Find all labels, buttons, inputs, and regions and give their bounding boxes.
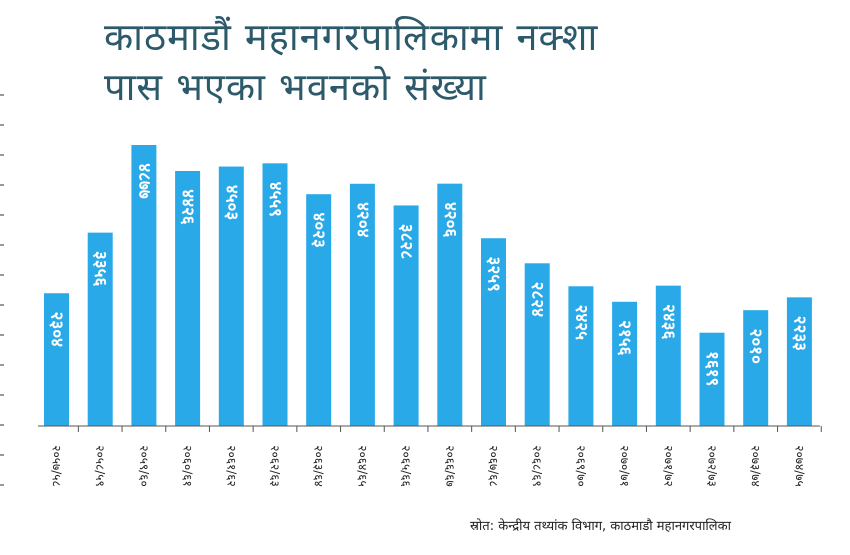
chart-title-line-2: पास भएका भवनको संख्या xyxy=(104,65,487,109)
x-tick-label-17: २०७३/७४ xyxy=(749,445,763,486)
x-tick-label-15: २०७१/७२ xyxy=(661,445,675,486)
bar-value-label-2: ३३५६ xyxy=(90,251,110,287)
bar-8 xyxy=(349,183,375,426)
chart-title: काठमाडौं महानगरपालिकामा नक्शा पास भएका भ… xyxy=(104,12,824,112)
bar-17 xyxy=(743,310,769,426)
x-tick-label-16: २०७२/७३ xyxy=(705,445,719,486)
bar-value-label-16: १६१९ xyxy=(702,351,722,386)
bar-value-label-14: २१५६ xyxy=(615,320,635,356)
bar-3 xyxy=(131,145,157,426)
x-tick-label-8: २०६४/६५ xyxy=(355,445,369,486)
chart-title-line-1: काठमाडौं महानगरपालिकामा नक्शा xyxy=(104,15,599,59)
bar-11 xyxy=(481,238,506,426)
source-note: स्रोत: केन्द्रीय तथ्यांक विभाग, काठमाडौ … xyxy=(470,519,731,534)
bars-group: २३०४ ३३५६ ४८७७ ४४२६ ४५०३ ४५५९ ४०२३ ४२०४ ३८२८ ४२०६… xyxy=(44,145,812,427)
x-tick-label-14: २०७०/७१ xyxy=(618,445,632,486)
x-tick-label-12: २०६८/६९ xyxy=(530,445,544,486)
bar-12 xyxy=(524,263,550,426)
x-tick-label-1: २०५७/५८ xyxy=(50,445,64,486)
bar-6 xyxy=(262,163,288,426)
bar-value-label-13: २४२५ xyxy=(571,305,591,341)
bar-value-label-5: ४५०३ xyxy=(221,185,241,220)
bar-value-label-7: ४०२३ xyxy=(309,213,329,248)
bar-value-label-8: ४२०४ xyxy=(352,202,372,238)
x-tick-label-10: २०६६/६७ xyxy=(443,445,457,486)
x-tick-label-3: २०५९/६० xyxy=(137,445,151,486)
bar-value-label-18: २२३३ xyxy=(789,316,809,351)
bar-value-label-10: ४२०६ xyxy=(440,202,460,238)
bar-value-label-9: ३८२८ xyxy=(396,224,416,260)
x-tick-label-2: २०५८/५९ xyxy=(93,445,107,486)
bar-value-label-1: २३०४ xyxy=(47,312,67,348)
x-tick-label-9: २०६५/६६ xyxy=(399,445,413,486)
x-tick-label-7: २०६३/६४ xyxy=(312,445,326,486)
bar-value-label-11: ३२५९ xyxy=(484,257,504,292)
bar-2 xyxy=(87,232,113,426)
bar-value-label-17: २०१० xyxy=(746,329,766,365)
bar-4 xyxy=(175,170,201,426)
y-axis-tick-marks xyxy=(0,94,4,486)
x-axis-labels: २०५७/५८ २०५८/५९ २०५९/६० २०६०/६१ २०६१/६२ २०६२/… xyxy=(50,426,822,487)
bar-10 xyxy=(437,183,463,426)
bar-9 xyxy=(393,205,419,426)
bar-18 xyxy=(786,297,812,426)
bar-16 xyxy=(699,332,725,426)
bar-5 xyxy=(218,166,244,427)
x-tick-label-6: २०६२/६३ xyxy=(268,445,282,486)
bar-value-label-6: ४५५९ xyxy=(265,182,285,217)
x-tick-label-4: २०६०/६१ xyxy=(181,445,195,486)
bar-13 xyxy=(568,286,594,426)
x-tick-label-13: २०६९/७० xyxy=(574,445,588,486)
x-tick-label-18: २०७४/७५ xyxy=(792,445,806,486)
bar-14 xyxy=(612,301,638,426)
bar-7 xyxy=(306,194,332,426)
x-tick-label-11: २०६७/६८ xyxy=(487,445,501,486)
x-tick-label-5: २०६१/६२ xyxy=(224,445,238,486)
bar-15 xyxy=(655,285,681,426)
bar-value-label-15: २४३६ xyxy=(658,304,678,340)
bar-value-label-3: ४८७७ xyxy=(134,163,154,199)
bar-1 xyxy=(44,293,69,426)
bar-value-label-4: ४४२६ xyxy=(178,189,198,225)
bar-value-label-12: २८२४ xyxy=(527,282,547,318)
